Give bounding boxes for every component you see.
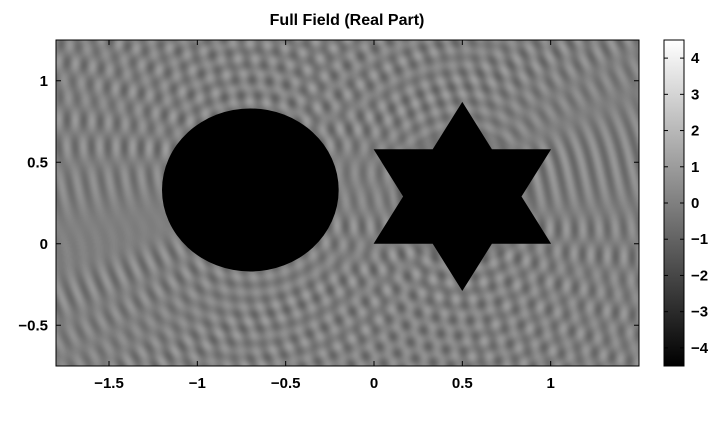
colorbar-tick-label: −4 — [691, 340, 709, 357]
colorbar-ticks: 4 3 2 1 0 −1 −2 −3 −4 — [664, 50, 709, 357]
y-tick-label: 0.5 — [27, 154, 48, 171]
colorbar-tick-label: −3 — [691, 304, 708, 321]
y-tick-label: 1 — [40, 73, 48, 90]
colorbar-tick-label: −1 — [691, 231, 708, 248]
colorbar-tick-label: 0 — [691, 195, 699, 212]
scatterers — [162, 101, 552, 292]
colorbar-tick-label: 4 — [691, 50, 700, 67]
plot-area: −1.5 −1 −0.5 0 0.5 1 1 0.5 0 −0.5 — [18, 39, 640, 392]
field-image — [56, 40, 639, 366]
star-scatterer — [373, 101, 552, 292]
axis-ticks: −1.5 −1 −0.5 0 0.5 1 1 0.5 0 −0.5 — [18, 40, 639, 392]
chart-title: Full Field (Real Part) — [270, 12, 425, 29]
colorbar-tick-label: −2 — [691, 267, 708, 284]
axes-frame — [55, 39, 640, 367]
x-tick-label: −1 — [189, 375, 206, 392]
colorbar-tick-label: 3 — [691, 86, 699, 103]
colorbar-tick-label: 1 — [691, 159, 699, 176]
disk-scatterer — [162, 108, 339, 272]
colorbar-tick-label: 2 — [691, 123, 699, 140]
y-tick-label: −0.5 — [18, 317, 48, 334]
y-tick-label: 0 — [40, 236, 48, 253]
colorbar: 4 3 2 1 0 −1 −2 −3 −4 — [663, 39, 709, 367]
x-tick-label: −1.5 — [94, 375, 124, 392]
x-tick-label: −0.5 — [271, 375, 301, 392]
x-tick-label: 1 — [546, 375, 554, 392]
x-tick-label: 0 — [370, 375, 378, 392]
x-tick-label: 0.5 — [452, 375, 473, 392]
